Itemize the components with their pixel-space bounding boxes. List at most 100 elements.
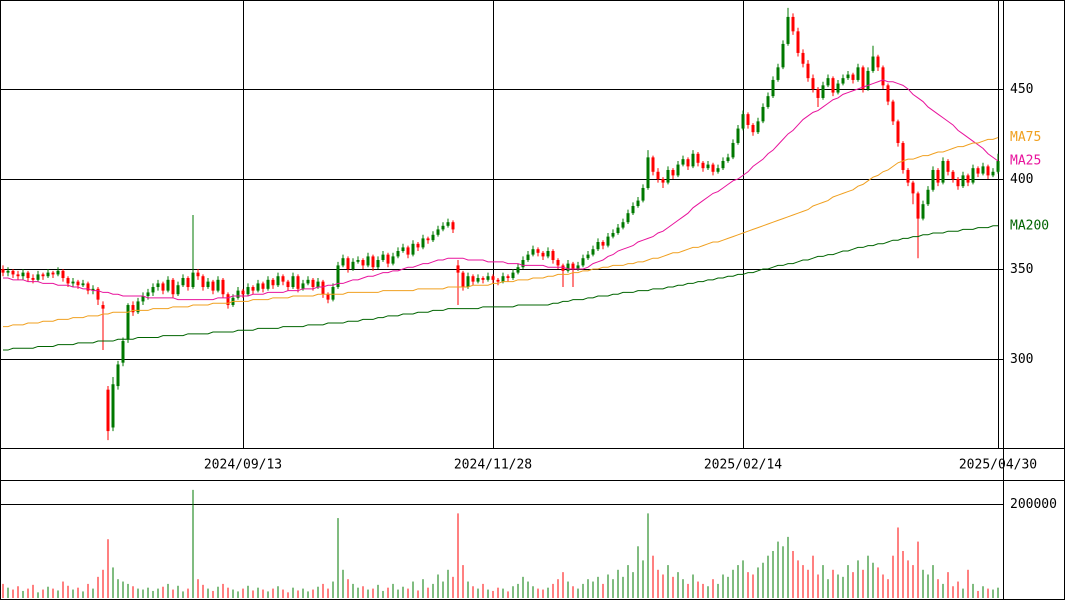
candle-body [236, 290, 240, 298]
candle-body [251, 287, 255, 291]
candle-body [376, 260, 380, 268]
candle-body [291, 276, 295, 288]
candle-body [116, 364, 120, 387]
volume-bar [102, 569, 104, 598]
volume-bar [772, 550, 774, 598]
legend-label: MA200 [1010, 218, 1049, 233]
candle-body [621, 222, 625, 228]
candle-body [156, 283, 160, 288]
candle-body [211, 281, 215, 291]
candle-body [521, 260, 525, 268]
candle-body [456, 265, 460, 273]
volume-bar [167, 583, 169, 598]
candle-body [381, 254, 385, 261]
candle-body [641, 187, 645, 201]
candle-body [431, 234, 435, 241]
volume-bar [817, 574, 819, 598]
volume-bar [397, 589, 399, 598]
volume-bar [777, 541, 779, 598]
volume-bar [657, 569, 659, 598]
volume-bar [387, 587, 389, 598]
volume-bar [677, 572, 679, 598]
volume-bar [62, 581, 64, 598]
x-tick-label: 2025/02/14 [704, 458, 782, 473]
candle-body [526, 254, 530, 261]
candle-body [891, 101, 895, 122]
candle-body [791, 16, 795, 32]
volume-bar [722, 574, 724, 598]
volume-bar [292, 587, 294, 598]
candle-body [826, 78, 830, 86]
volume-bar [792, 550, 794, 598]
y-tick-label: 300 [1010, 352, 1033, 367]
volume-bar [452, 576, 454, 598]
candle-body [86, 283, 90, 291]
volume-bar [947, 572, 949, 598]
candle-body [936, 169, 940, 183]
candle-body [691, 153, 695, 167]
volume-bar [337, 518, 339, 598]
volume-bar [257, 587, 259, 598]
volume-bar [32, 584, 34, 598]
volume-bar [937, 579, 939, 598]
volume-bar [277, 586, 279, 598]
candle-body [266, 279, 270, 289]
volume-bar [967, 569, 969, 598]
candle-body [11, 270, 15, 275]
candle-body [721, 160, 725, 169]
candle-body [26, 272, 30, 279]
volume-bar [207, 588, 209, 598]
volume-bar [547, 587, 549, 598]
candle-body [801, 52, 805, 64]
candle-body [616, 227, 620, 234]
volume-bar [377, 584, 379, 598]
candle-body [846, 74, 850, 79]
candle-body [216, 279, 220, 291]
candle-body [356, 260, 360, 262]
volume-bar [922, 569, 924, 598]
candle-body [471, 276, 475, 282]
volume-bar [942, 583, 944, 598]
candle-body [51, 272, 55, 275]
candle-body [371, 256, 375, 268]
candle-body [441, 225, 445, 230]
volume-bar [92, 588, 94, 598]
candle-body [101, 305, 105, 309]
candle-body [601, 242, 605, 246]
volume-bar [542, 589, 544, 598]
candle-body [766, 96, 770, 107]
candle-body [866, 70, 870, 89]
candle-body [851, 74, 855, 80]
candle-body [881, 67, 885, 86]
candle-body [71, 281, 75, 284]
candle-body [636, 200, 640, 206]
volume-bar [507, 591, 509, 598]
candle-body [326, 294, 330, 300]
volume-bar [222, 583, 224, 598]
volume-bar [597, 576, 599, 598]
volume-bar [697, 581, 699, 598]
candle-body [536, 249, 540, 253]
candle-body [971, 168, 975, 183]
volume-bar [842, 576, 844, 598]
x-tick-label: 2024/09/13 [204, 458, 282, 473]
volume-bar [112, 567, 114, 598]
candle-body [816, 88, 820, 98]
volume-bar [902, 550, 904, 598]
volume-bar [157, 588, 159, 598]
volume-bar [247, 585, 249, 598]
candle-body [166, 279, 170, 291]
volume-bar [127, 583, 129, 598]
volume-bar [957, 581, 959, 598]
volume-bar [867, 555, 869, 598]
volume-bar [517, 583, 519, 598]
volume-bar [822, 565, 824, 598]
candle-body [886, 85, 890, 102]
volume-bar [642, 560, 644, 598]
volume-bar [147, 587, 149, 598]
volume-bar [227, 587, 229, 598]
candle-body [606, 236, 610, 246]
volume-bar [12, 589, 14, 598]
volume-bar [962, 588, 964, 598]
volume-bar [392, 583, 394, 598]
